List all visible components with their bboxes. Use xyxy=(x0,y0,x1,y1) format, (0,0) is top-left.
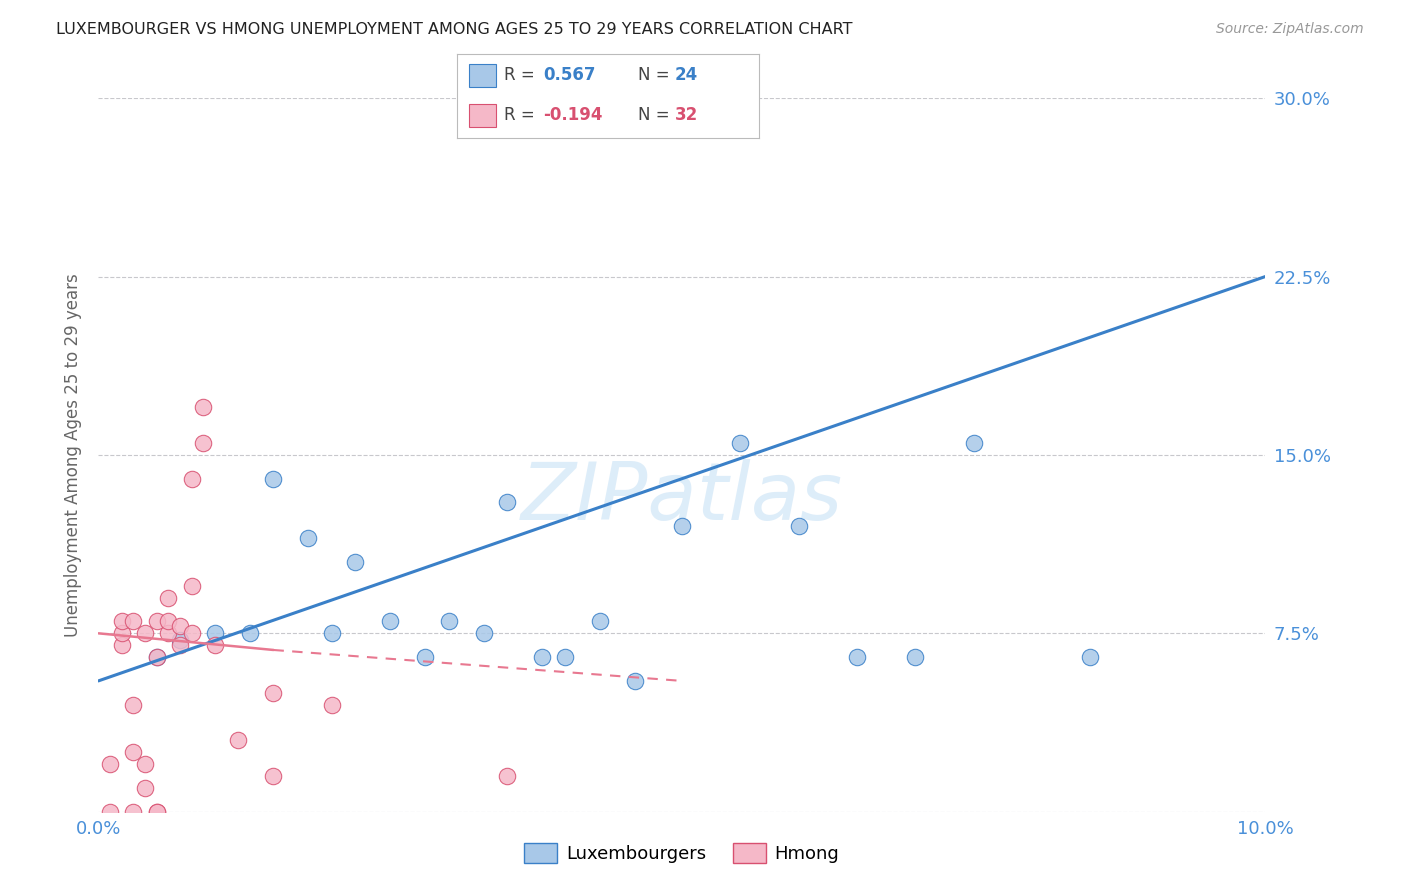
Text: R =: R = xyxy=(503,106,540,124)
Point xyxy=(262,769,284,783)
Point xyxy=(962,436,984,450)
Point xyxy=(671,519,693,533)
Text: 24: 24 xyxy=(675,66,697,84)
Point xyxy=(157,591,180,605)
Point xyxy=(180,626,202,640)
Point xyxy=(728,436,751,450)
Point xyxy=(204,638,226,652)
Text: N =: N = xyxy=(638,106,675,124)
Point xyxy=(146,650,169,665)
Point xyxy=(98,805,121,819)
Point xyxy=(495,769,517,783)
Y-axis label: Unemployment Among Ages 25 to 29 years: Unemployment Among Ages 25 to 29 years xyxy=(65,273,83,637)
Point xyxy=(169,633,191,648)
Point xyxy=(378,615,402,629)
Point xyxy=(98,757,121,772)
Text: R =: R = xyxy=(503,66,540,84)
Point xyxy=(180,579,202,593)
Legend: Luxembourgers, Hmong: Luxembourgers, Hmong xyxy=(517,836,846,871)
Point xyxy=(146,805,169,819)
Point xyxy=(437,615,460,629)
Text: ZIPatlas: ZIPatlas xyxy=(520,458,844,537)
Point xyxy=(262,472,284,486)
Point xyxy=(413,650,436,665)
Point xyxy=(472,626,495,640)
Point xyxy=(787,519,810,533)
Point xyxy=(157,626,180,640)
Point xyxy=(122,698,145,712)
Point xyxy=(134,626,156,640)
Bar xyxy=(470,63,496,87)
Point xyxy=(111,638,134,652)
Point xyxy=(1080,650,1102,665)
Point xyxy=(845,650,868,665)
Point xyxy=(239,626,262,640)
Text: 0.567: 0.567 xyxy=(543,66,596,84)
Point xyxy=(193,401,215,415)
Point xyxy=(111,626,134,640)
Point xyxy=(589,615,612,629)
Bar xyxy=(470,103,496,128)
Point xyxy=(180,472,202,486)
Point xyxy=(122,805,145,819)
Point xyxy=(169,619,191,633)
Point xyxy=(321,698,343,712)
Text: 32: 32 xyxy=(675,106,697,124)
Point xyxy=(157,615,180,629)
Point xyxy=(228,733,250,747)
Point xyxy=(262,686,284,700)
Point xyxy=(204,626,226,640)
Point xyxy=(344,555,367,569)
Point xyxy=(122,615,145,629)
Point xyxy=(134,757,156,772)
Point xyxy=(169,638,191,652)
Point xyxy=(495,495,517,509)
Point xyxy=(122,745,145,759)
Point xyxy=(624,673,647,688)
Point xyxy=(134,780,156,795)
Point xyxy=(146,805,169,819)
Text: LUXEMBOURGER VS HMONG UNEMPLOYMENT AMONG AGES 25 TO 29 YEARS CORRELATION CHART: LUXEMBOURGER VS HMONG UNEMPLOYMENT AMONG… xyxy=(56,22,853,37)
Point xyxy=(297,531,319,545)
Point xyxy=(904,650,927,665)
Point xyxy=(321,626,343,640)
Point xyxy=(111,615,134,629)
Text: Source: ZipAtlas.com: Source: ZipAtlas.com xyxy=(1216,22,1364,37)
Point xyxy=(530,650,553,665)
Point xyxy=(146,650,169,665)
Text: N =: N = xyxy=(638,66,675,84)
Text: -0.194: -0.194 xyxy=(543,106,603,124)
Point xyxy=(193,436,215,450)
Point xyxy=(554,650,576,665)
Point xyxy=(146,615,169,629)
